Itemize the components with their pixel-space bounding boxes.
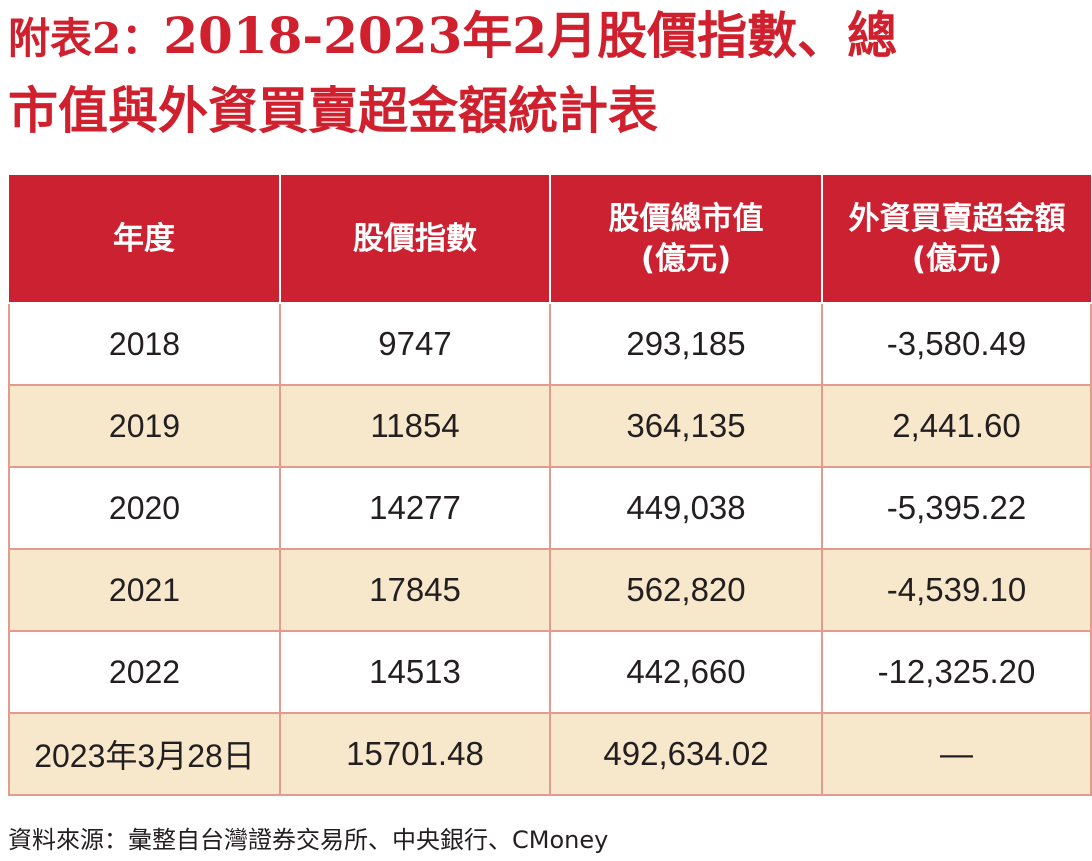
header-index: 股價指數: [280, 175, 551, 304]
cell-year: 2018: [8, 302, 281, 386]
header-market-cap: 股價總市值 (億元): [550, 175, 823, 304]
cell-year: 2019: [8, 385, 281, 468]
cell-foreign-net: —: [822, 713, 1092, 796]
cell-foreign-net: -3,580.49: [822, 302, 1092, 386]
cell-index: 17845: [280, 549, 551, 632]
header-index-label: 股價指數: [353, 220, 477, 257]
table-row: 2021 17845 562,820 -4,539.10: [8, 549, 1092, 632]
cell-year: 2021: [8, 549, 281, 632]
cell-index: 11854: [280, 385, 551, 468]
cell-foreign-net: 2,441.60: [822, 385, 1092, 468]
source-note: 資料來源：彙整自台灣證券交易所、中央銀行、CMoney: [8, 826, 609, 854]
header-market-cap-label: 股價總市值: [608, 200, 764, 237]
table-header-row: 年度 股價指數 股價總市值 (億元) 外資買賣超金額 (億元): [9, 175, 1091, 304]
title-line-2: 市值與外資買賣超金額統計表: [8, 81, 658, 140]
cell-market-cap: 492,634.02: [550, 713, 823, 796]
cell-market-cap: 442,660: [550, 631, 823, 714]
title-prefix: 附表2：: [8, 14, 164, 63]
statistics-table: 年度 股價指數 股價總市值 (億元) 外資買賣超金額 (億元) 2018 974…: [8, 175, 1092, 796]
cell-foreign-net: -5,395.22: [822, 467, 1092, 550]
cell-market-cap: 449,038: [550, 467, 823, 550]
title-line-1-text: 2018-2023年2月股價指數、總: [163, 6, 898, 65]
cell-index: 14277: [280, 467, 551, 550]
header-year: 年度: [9, 175, 281, 304]
cell-year: 2022: [8, 631, 281, 714]
header-foreign-net-label: 外資買賣超金額: [848, 200, 1066, 237]
cell-market-cap: 562,820: [550, 549, 823, 632]
cell-year: 2023年3月28日: [8, 713, 281, 796]
cell-foreign-net: -4,539.10: [822, 549, 1092, 632]
cell-market-cap: 293,185: [550, 302, 823, 386]
cell-index: 15701.48: [280, 713, 551, 796]
cell-year: 2020: [8, 467, 281, 550]
table-row: 2020 14277 449,038 -5,395.22: [8, 467, 1092, 550]
table-row: 2023年3月28日 15701.48 492,634.02 —: [8, 713, 1092, 796]
cell-market-cap: 364,135: [550, 385, 823, 468]
header-foreign-net-unit: (億元): [911, 240, 1003, 277]
cell-index: 14513: [280, 631, 551, 714]
header-foreign-net: 外資買賣超金額 (億元): [822, 175, 1091, 304]
cell-foreign-net: -12,325.20: [822, 631, 1092, 714]
table-row: 2022 14513 442,660 -12,325.20: [8, 631, 1092, 714]
header-year-label: 年度: [113, 220, 175, 257]
title-line-1: 附表2：2018-2023年2月股價指數、總: [8, 0, 1088, 75]
header-market-cap-unit: (億元): [640, 240, 732, 277]
table-row: 2019 11854 364,135 2,441.60: [8, 385, 1092, 468]
cell-index: 9747: [280, 302, 551, 386]
table-row: 2018 9747 293,185 -3,580.49: [8, 302, 1092, 386]
page-title: 附表2：2018-2023年2月股價指數、總 市值與外資買賣超金額統計表: [8, 0, 1088, 147]
